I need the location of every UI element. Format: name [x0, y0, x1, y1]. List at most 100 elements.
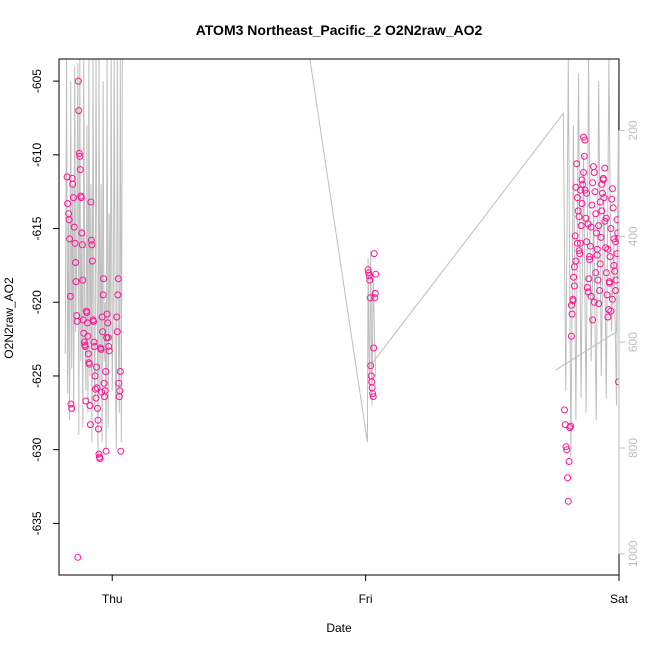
- data-point: [567, 422, 575, 430]
- data-point: [599, 189, 606, 197]
- y-tick-label: -630: [30, 437, 44, 461]
- data-point: [70, 223, 78, 231]
- data-point: [75, 107, 83, 115]
- data-point: [602, 269, 610, 277]
- data-point: [99, 291, 107, 299]
- data-point: [116, 368, 124, 375]
- data-point: [365, 269, 373, 277]
- data-point: [92, 385, 99, 393]
- data-point: [580, 152, 588, 160]
- data-point: [601, 164, 609, 172]
- data-point: [93, 384, 101, 392]
- data-point: [592, 269, 600, 277]
- right-tick-label: 1000: [626, 540, 640, 567]
- data-point: [607, 225, 615, 232]
- data-point: [100, 275, 108, 283]
- data-point: [76, 152, 84, 160]
- data-point: [579, 180, 587, 188]
- data-point: [590, 169, 598, 176]
- data-point: [84, 332, 92, 340]
- data-point: [92, 394, 100, 402]
- data-point: [91, 372, 99, 380]
- data-point: [586, 242, 594, 250]
- data-point: [95, 425, 102, 433]
- data-point: [88, 241, 96, 249]
- data-point: [575, 213, 583, 221]
- y-tick-label: -625: [30, 364, 44, 388]
- x-tick-label: Thu: [102, 592, 123, 606]
- data-point: [104, 334, 112, 342]
- data-point: [370, 344, 378, 352]
- data-point: [584, 220, 592, 228]
- data-point: [95, 450, 103, 458]
- data-point: [577, 186, 584, 194]
- data-point: [105, 343, 113, 350]
- data-point: [74, 77, 82, 85]
- data-point: [85, 360, 93, 368]
- data-point: [613, 250, 619, 258]
- data-point: [87, 198, 95, 206]
- data-point: [578, 200, 586, 207]
- data-point: [576, 250, 584, 258]
- data-point: [596, 260, 604, 268]
- data-point: [117, 447, 125, 455]
- data-point: [371, 294, 379, 302]
- data-point: [592, 210, 600, 218]
- data-point: [588, 201, 596, 209]
- data-point: [105, 347, 113, 355]
- data-point: [65, 216, 73, 224]
- data-point: [66, 235, 74, 243]
- y-tick-label: -635: [30, 511, 44, 535]
- data-point: [64, 200, 72, 207]
- right-tick-label: 400: [626, 226, 640, 246]
- data-point: [612, 276, 619, 284]
- data-point: [114, 291, 122, 299]
- data-point: [564, 497, 572, 505]
- data-point: [573, 239, 581, 247]
- data-point: [563, 446, 571, 454]
- y-tick-label: -615: [30, 216, 44, 240]
- data-point: [74, 553, 82, 561]
- points-series: [63, 77, 619, 561]
- data-point: [570, 273, 578, 281]
- data-point: [604, 245, 612, 253]
- data-point: [564, 474, 572, 482]
- data-point: [591, 188, 599, 196]
- data-point: [78, 241, 86, 249]
- y-axis: -605 -610 -615 -620 -625 -630 -635: [30, 69, 60, 535]
- data-point: [561, 406, 568, 414]
- data-point: [371, 289, 379, 297]
- data-point: [114, 275, 122, 283]
- right-tick-label: 600: [626, 332, 640, 352]
- data-point: [589, 179, 597, 187]
- data-point: [605, 279, 613, 287]
- data-point: [569, 295, 577, 303]
- data-point: [565, 458, 573, 465]
- data-point: [98, 313, 106, 321]
- data-point: [88, 257, 96, 265]
- data-point: [589, 163, 597, 171]
- data-point: [369, 393, 377, 401]
- data-point: [589, 316, 597, 324]
- data-point: [586, 256, 594, 263]
- data-point: [571, 232, 579, 240]
- data-point: [83, 309, 91, 317]
- y-axis-right: 200 400 600 800 1000: [618, 120, 640, 567]
- data-point: [365, 272, 373, 280]
- y-tick-label: -620: [30, 290, 44, 314]
- data-point: [94, 404, 101, 412]
- data-point: [572, 257, 580, 265]
- data-point: [79, 276, 87, 284]
- data-point: [66, 292, 74, 300]
- data-point: [90, 317, 97, 325]
- data-point: [77, 194, 85, 202]
- data-point: [607, 307, 615, 315]
- data-point: [586, 253, 594, 261]
- right-tick-label: 200: [626, 120, 640, 140]
- data-point: [597, 233, 605, 241]
- data-point: [570, 282, 578, 290]
- line-series: [64, 59, 619, 458]
- y-tick-label: -610: [30, 143, 44, 167]
- data-point: [103, 310, 111, 318]
